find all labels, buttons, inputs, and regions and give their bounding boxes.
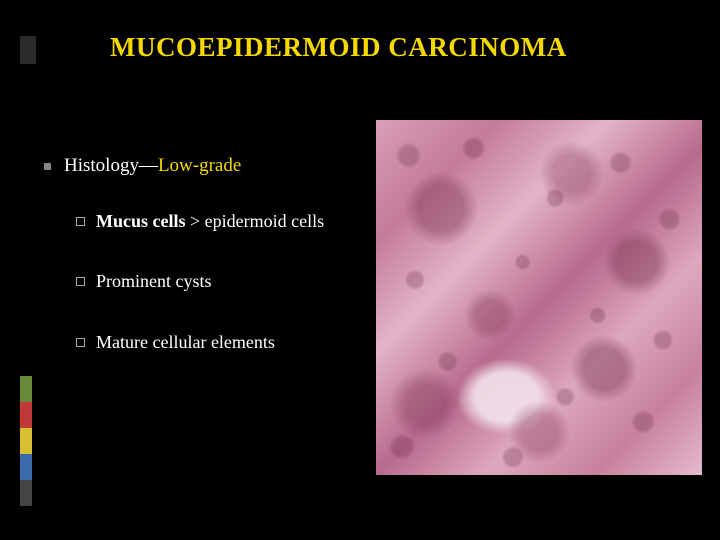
main-bullet-prefix: Histology— — [64, 155, 158, 176]
main-bullet: Histology—Low-grade — [44, 155, 364, 177]
main-bullet-highlight: Low-grade — [158, 155, 241, 176]
color-swatch — [20, 454, 32, 480]
content-area: Histology—Low-grade Mucus cells > epider… — [44, 155, 364, 390]
sub-bullet: Mature cellular elements — [76, 330, 364, 354]
slide: MUCOEPIDERMOID CARCINOMA Histology—Low-g… — [0, 0, 720, 540]
theme-color-strip — [20, 376, 32, 506]
sub-bullet-bold: Mucus cells — [96, 211, 186, 231]
sub-bullet: Prominent cysts — [76, 269, 364, 293]
color-swatch — [20, 376, 32, 402]
sub-bullet-text: > epidermoid cells — [186, 211, 325, 231]
sub-bullet-list: Mucus cells > epidermoid cells Prominent… — [76, 209, 364, 354]
color-swatch — [20, 402, 32, 428]
sub-bullet-text: Mature cellular elements — [96, 332, 275, 352]
color-swatch — [20, 428, 32, 454]
histology-image — [376, 120, 702, 475]
color-swatch — [20, 480, 32, 506]
slide-title: MUCOEPIDERMOID CARCINOMA — [110, 32, 567, 63]
title-accent-bar — [20, 36, 36, 64]
sub-bullet: Mucus cells > epidermoid cells — [76, 209, 364, 233]
sub-bullet-text: Prominent cysts — [96, 271, 212, 291]
